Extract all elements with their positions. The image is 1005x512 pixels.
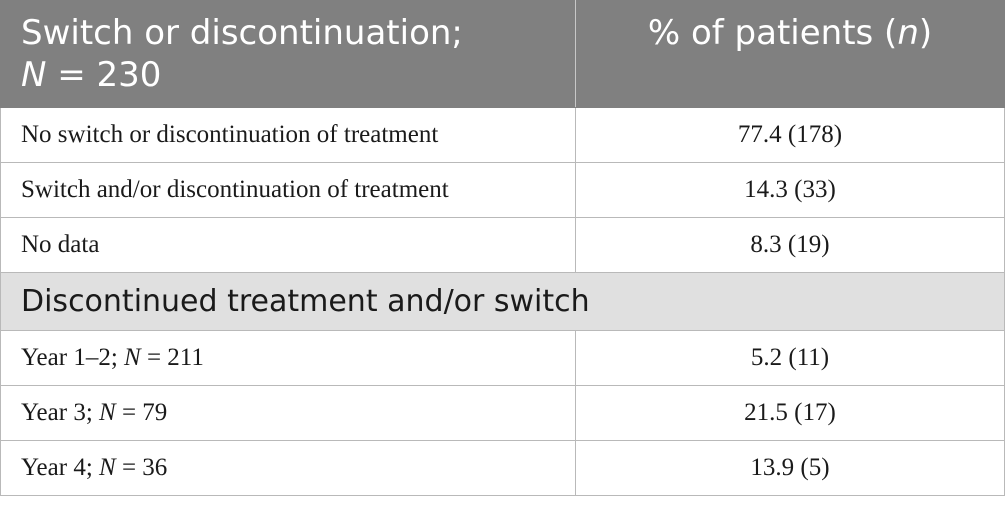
header-col2-prefix: % of patients (: [647, 13, 898, 53]
section-title: Discontinued treatment and/or switch: [0, 272, 1005, 331]
row-label-prefix: Year 1–2;: [21, 344, 125, 371]
header-col2-n-symbol: n: [897, 13, 919, 53]
row-value: 21.5 (17): [575, 385, 1005, 441]
header-col1-n-symbol: N: [21, 55, 47, 95]
row-label-n-symbol: N: [124, 344, 141, 371]
section-row: Discontinued treatment and/or switch: [0, 272, 1005, 331]
table-row: Year 1–2; N = 211 5.2 (11): [0, 330, 1005, 386]
row-label-n-symbol: N: [99, 454, 116, 481]
row-label: Year 4; N = 36: [0, 440, 576, 496]
table-row: Year 4; N = 36 13.9 (5): [0, 440, 1005, 496]
header-row: Switch or discontinuation; N = 230 % of p…: [0, 0, 1005, 108]
row-label: No data: [0, 217, 576, 273]
header-switch-or-discontinuation: Switch or discontinuation; N = 230: [0, 0, 576, 108]
header-percent-of-patients: % of patients (n): [575, 0, 1005, 108]
row-label: Year 1–2; N = 211: [0, 330, 576, 386]
header-col2-suffix: ): [918, 13, 933, 53]
row-label: Switch and/or discontinuation of treatme…: [0, 162, 576, 218]
row-value: 8.3 (19): [575, 217, 1005, 273]
table-row: No data 8.3 (19): [0, 217, 1005, 273]
table-row: No switch or discontinuation of treatmen…: [0, 107, 1005, 163]
row-label: Year 3; N = 79: [0, 385, 576, 441]
table-row: Year 3; N = 79 21.5 (17): [0, 385, 1005, 441]
results-table: Switch or discontinuation; N = 230 % of p…: [0, 0, 1005, 496]
row-label-suffix: = 79: [115, 399, 168, 426]
row-label-n-symbol: N: [99, 399, 116, 426]
row-label-suffix: = 36: [115, 454, 168, 481]
row-value: 14.3 (33): [575, 162, 1005, 218]
row-value: 77.4 (178): [575, 107, 1005, 163]
row-label-prefix: Year 3;: [21, 399, 100, 426]
row-value: 5.2 (11): [575, 330, 1005, 386]
header-col1-line1: Switch or discontinuation;: [21, 13, 463, 53]
row-label-suffix: = 211: [140, 344, 204, 371]
row-label-prefix: Year 4;: [21, 454, 100, 481]
row-value: 13.9 (5): [575, 440, 1005, 496]
row-label: No switch or discontinuation of treatmen…: [0, 107, 576, 163]
table-row: Switch and/or discontinuation of treatme…: [0, 162, 1005, 218]
header-col1-n-value: = 230: [46, 55, 162, 95]
